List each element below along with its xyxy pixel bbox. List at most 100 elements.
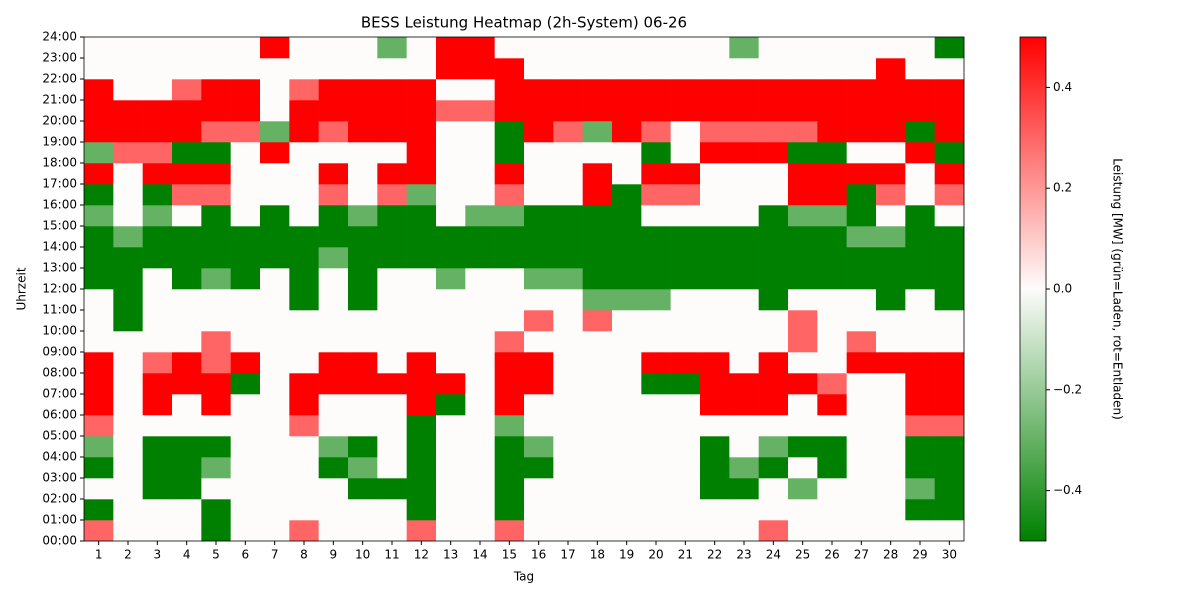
heatmap-cell [289, 58, 319, 80]
heatmap-cell [406, 415, 437, 437]
heatmap-cell [172, 268, 202, 290]
heatmap-cell [553, 310, 583, 332]
heatmap-cell [641, 79, 671, 101]
heatmap-cell [524, 163, 554, 185]
heatmap-cell [318, 289, 349, 311]
heatmap-cell [348, 457, 378, 479]
heatmap-cell [817, 457, 847, 479]
heatmap-cell [582, 121, 613, 143]
heatmap-cell [670, 184, 701, 206]
heatmap-cell [788, 100, 818, 122]
heatmap-cell [465, 184, 495, 206]
heatmap-cell [788, 163, 818, 185]
y-tick-label: 00:00 [42, 534, 77, 548]
heatmap-cell [700, 37, 730, 59]
heatmap-cell [700, 478, 730, 500]
heatmap-cell [846, 247, 877, 269]
heatmap-cell [934, 37, 965, 59]
heatmap-cell [406, 436, 437, 458]
heatmap-cell [817, 289, 847, 311]
heatmap-cell [318, 268, 349, 290]
heatmap-cell [876, 457, 906, 479]
colorbar-tick-label: −0.4 [1053, 483, 1082, 497]
heatmap-cell [377, 478, 407, 500]
heatmap-cell [582, 415, 613, 437]
heatmap-cell [113, 142, 143, 164]
heatmap-cell [876, 520, 906, 542]
heatmap-cell [348, 289, 378, 311]
heatmap-cell [612, 436, 642, 458]
heatmap-cell [494, 331, 525, 353]
heatmap-cell [641, 352, 671, 374]
heatmap-cell [142, 457, 173, 479]
heatmap-cell [729, 226, 759, 248]
heatmap-cell [524, 58, 554, 80]
heatmap-cell [846, 331, 877, 353]
heatmap-cell [377, 205, 407, 227]
heatmap-cell [758, 331, 789, 353]
heatmap-cell [84, 373, 114, 395]
heatmap-cell [318, 436, 349, 458]
heatmap-cell [84, 268, 114, 290]
heatmap-cell [524, 226, 554, 248]
heatmap-cell [318, 100, 349, 122]
heatmap-cell [553, 184, 583, 206]
heatmap-cell [700, 436, 730, 458]
heatmap-cell [729, 37, 759, 59]
heatmap-cell [172, 100, 202, 122]
heatmap-cell [260, 58, 290, 80]
heatmap-cell [436, 37, 466, 59]
heatmap-cell [582, 247, 613, 269]
heatmap-cell [230, 142, 261, 164]
y-tick-label: 05:00 [42, 429, 77, 443]
heatmap-cell [318, 163, 349, 185]
heatmap-cell [788, 310, 818, 332]
heatmap-cell [524, 520, 554, 542]
heatmap-cell [729, 58, 759, 80]
heatmap-cell [84, 247, 114, 269]
heatmap-cell [553, 268, 583, 290]
heatmap-cell [553, 37, 583, 59]
heatmap-cell [758, 520, 789, 542]
heatmap-cell [113, 457, 143, 479]
heatmap-cell [612, 184, 642, 206]
heatmap-cell [934, 415, 965, 437]
heatmap-cell [494, 436, 525, 458]
heatmap-cell [612, 415, 642, 437]
heatmap-cell [788, 415, 818, 437]
heatmap-cell [670, 289, 701, 311]
heatmap-cell [377, 268, 407, 290]
heatmap-cell [670, 247, 701, 269]
heatmap-cell [876, 310, 906, 332]
heatmap-cell [172, 247, 202, 269]
heatmap-cell [201, 373, 231, 395]
heatmap-cell [846, 478, 877, 500]
heatmap-cell [406, 352, 437, 374]
heatmap-cell [348, 226, 378, 248]
heatmap-cell [465, 520, 495, 542]
heatmap-cell [670, 373, 701, 395]
heatmap-cell [465, 142, 495, 164]
heatmap-cell [465, 436, 495, 458]
heatmap-cell [84, 205, 114, 227]
heatmap-cell [348, 163, 378, 185]
heatmap-cell [172, 58, 202, 80]
heatmap-cell [260, 457, 290, 479]
heatmap-cell [641, 58, 671, 80]
heatmap-cell [201, 394, 231, 416]
heatmap-cell [318, 331, 349, 353]
heatmap-cell [700, 100, 730, 122]
heatmap-cell [142, 394, 173, 416]
heatmap-cell [436, 184, 466, 206]
heatmap-cell [700, 79, 730, 101]
heatmap-cell [436, 436, 466, 458]
heatmap-cell [113, 58, 143, 80]
heatmap-cell [524, 247, 554, 269]
heatmap-cell [348, 205, 378, 227]
heatmap-cell [289, 499, 319, 521]
heatmap-cell [142, 268, 173, 290]
heatmap-cell [700, 226, 730, 248]
heatmap-cell [494, 352, 525, 374]
heatmap-cell [524, 310, 554, 332]
heatmap-cell [641, 184, 671, 206]
